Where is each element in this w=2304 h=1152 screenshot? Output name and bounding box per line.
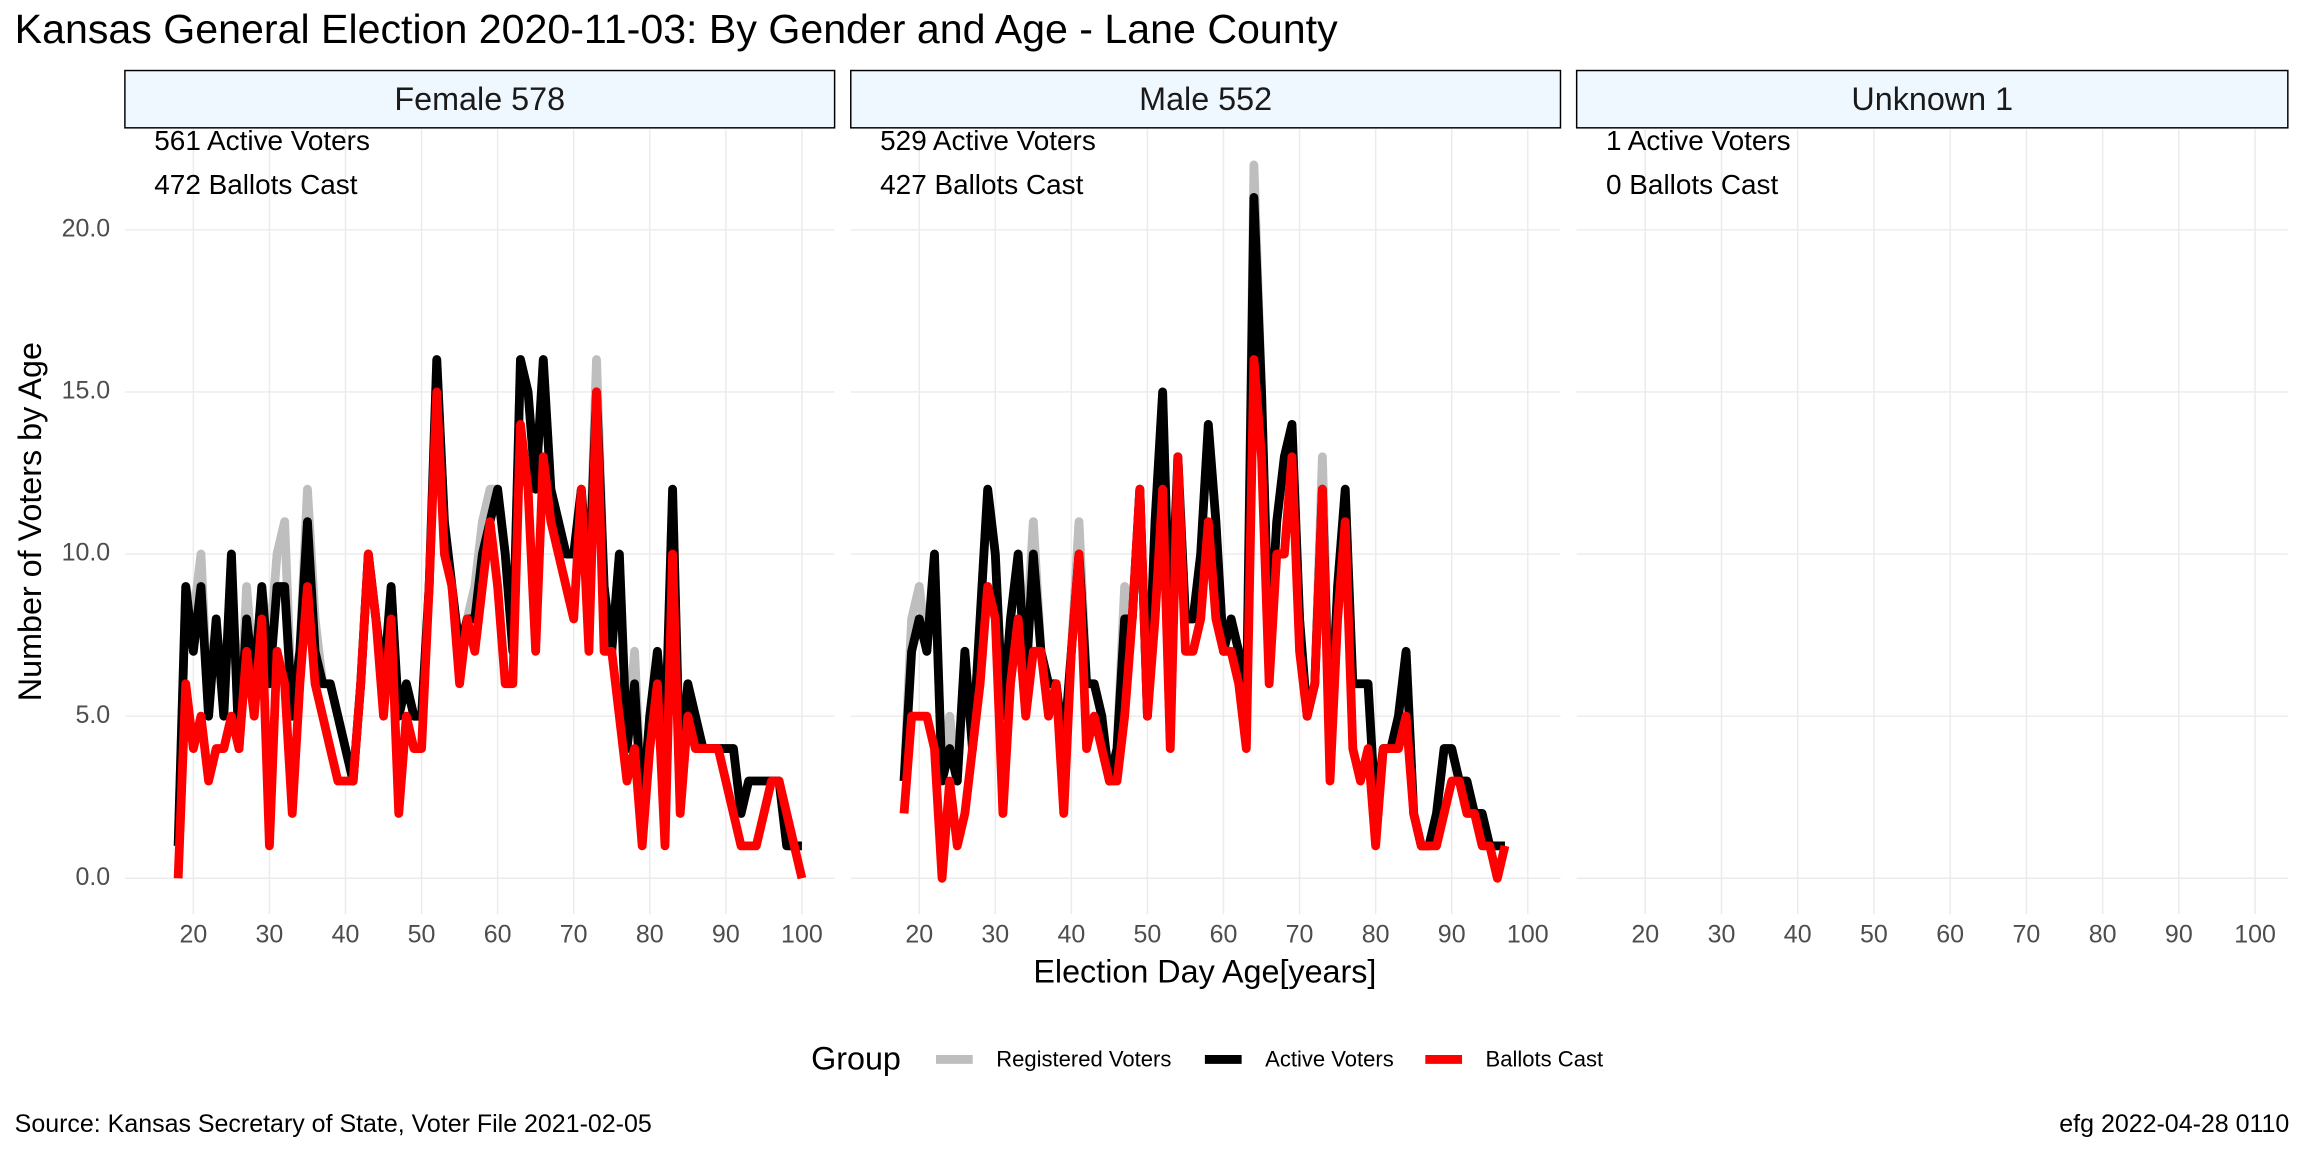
- x-axis-label: Election Day Age[years]: [1033, 954, 1376, 990]
- x-tick-label: 70: [560, 921, 588, 949]
- x-tick-label: 40: [1057, 921, 1085, 949]
- legend-label: Active Voters: [1265, 1047, 1394, 1072]
- x-tick-label: 100: [1507, 921, 1549, 949]
- annotation: 1 Active Voters: [1606, 125, 1791, 156]
- legend-label: Registered Voters: [996, 1047, 1171, 1072]
- x-tick-label: 70: [1286, 921, 1314, 949]
- y-axis-label: Number of Voters by Age: [12, 342, 48, 701]
- panel-title: Female 578: [394, 81, 565, 117]
- x-tick-label: 60: [1210, 921, 1238, 949]
- strip: [850, 69, 1562, 129]
- x-tick-label: 30: [256, 921, 284, 949]
- x-tick-label: 20: [905, 921, 933, 949]
- strip: [1575, 69, 2289, 129]
- x-tick-label: 90: [2165, 921, 2193, 949]
- x-tick-label: 30: [981, 921, 1009, 949]
- x-tick-label: 90: [1438, 921, 1466, 949]
- x-tick-label: 60: [1936, 921, 1964, 949]
- panel-title: Unknown 1: [1851, 81, 2013, 117]
- x-tick-label: 40: [332, 921, 360, 949]
- x-tick-label: 40: [1784, 921, 1812, 949]
- x-tick-label: 90: [712, 921, 740, 949]
- series-line: [173, 387, 807, 880]
- credit-note: efg 2022-04-28 0110: [2059, 1110, 2289, 1138]
- legend-title: Group: [811, 1040, 901, 1076]
- x-tick-label: 100: [781, 921, 823, 949]
- x-tick-label: 100: [2234, 921, 2276, 949]
- x-tick-label: 70: [2012, 921, 2040, 949]
- series-line: [899, 355, 1510, 883]
- x-tick-label: 50: [1860, 921, 1888, 949]
- x-tick-label: 50: [408, 921, 436, 949]
- y-tick-label: 20.0: [62, 214, 111, 242]
- annotation: 0 Ballots Cast: [1606, 169, 1778, 200]
- annotation: 427 Ballots Cast: [880, 169, 1083, 200]
- panel-title: Male 552: [1139, 81, 1272, 117]
- y-tick-label: 10.0: [62, 539, 111, 567]
- source-note: Source: Kansas Secretary of State, Voter…: [15, 1110, 652, 1138]
- strip: [124, 69, 836, 129]
- annotation: 561 Active Voters: [154, 125, 370, 156]
- x-tick-label: 80: [2089, 921, 2117, 949]
- annotation: 529 Active Voters: [880, 125, 1096, 156]
- x-tick-label: 50: [1134, 921, 1162, 949]
- chart-title: Kansas General Election 2020-11-03: By G…: [15, 6, 1338, 52]
- y-tick-label: 5.0: [75, 701, 110, 729]
- x-tick-label: 80: [636, 921, 664, 949]
- x-tick-label: 20: [179, 921, 207, 949]
- x-tick-label: 20: [1631, 921, 1659, 949]
- y-tick-label: 15.0: [62, 377, 111, 405]
- series-line: [899, 192, 1505, 851]
- annotation: 472 Ballots Cast: [154, 169, 357, 200]
- x-tick-label: 80: [1362, 921, 1390, 949]
- x-tick-label: 30: [1708, 921, 1736, 949]
- y-tick-label: 0.0: [75, 863, 110, 891]
- legend-label: Ballots Cast: [1486, 1047, 1604, 1072]
- x-tick-label: 60: [484, 921, 512, 949]
